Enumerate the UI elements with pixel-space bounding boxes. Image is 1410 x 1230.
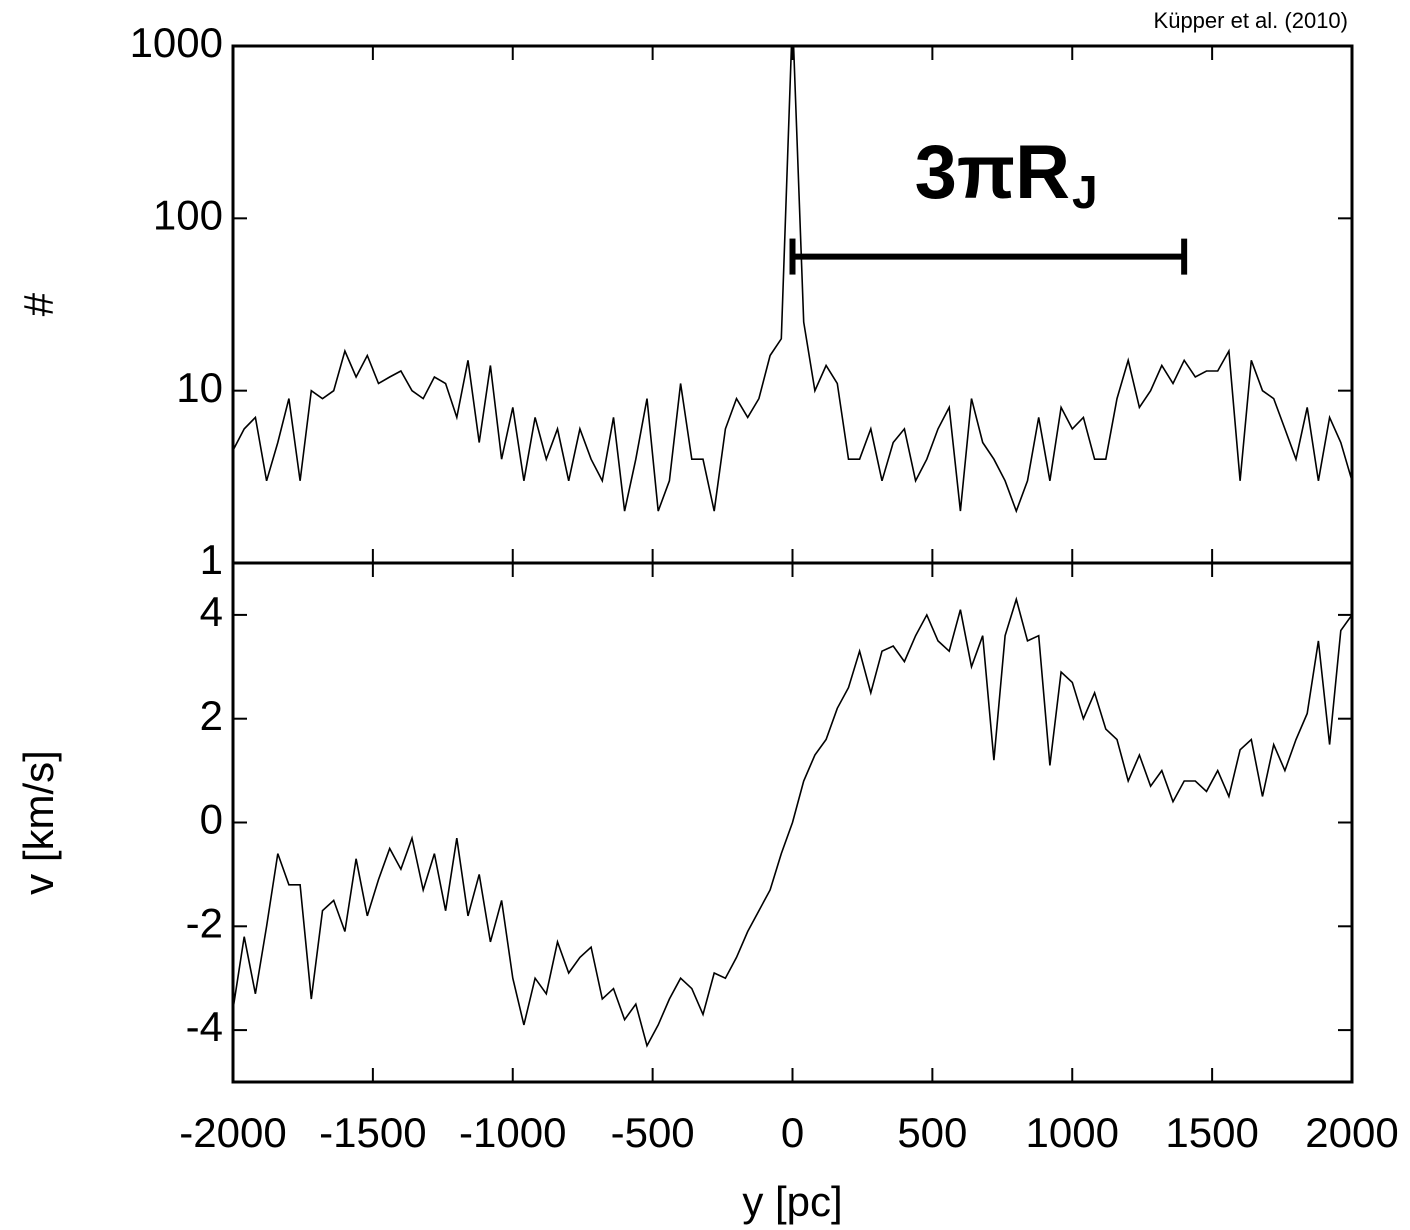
x-tick-label: -500 <box>611 1109 695 1156</box>
x-tick-label: -1500 <box>319 1109 426 1156</box>
y-axis-label: v [km/s] <box>15 750 62 895</box>
y-tick-label: 100 <box>153 191 223 238</box>
y-tick-label: -2 <box>186 899 223 946</box>
x-tick-label: 0 <box>781 1109 804 1156</box>
y-tick-label: -4 <box>186 1003 223 1050</box>
x-tick-label: 1500 <box>1165 1109 1258 1156</box>
y-tick-label: 10 <box>176 364 223 411</box>
y-tick-label: 0 <box>200 796 223 843</box>
credit: Küpper et al. (2010) <box>1154 8 1348 33</box>
x-tick-label: -1000 <box>459 1109 566 1156</box>
y-tick-label: 4 <box>200 588 223 635</box>
x-tick-label: 1000 <box>1026 1109 1119 1156</box>
annotation: 3πR <box>915 130 1070 215</box>
y-axis-label: # <box>15 292 62 316</box>
data-line <box>233 46 1352 514</box>
x-tick-label: 2000 <box>1305 1109 1398 1156</box>
y-tick-label: 1 <box>200 536 223 583</box>
y-tick-label: 1000 <box>130 19 223 66</box>
annotation-subscript: J <box>1072 166 1098 218</box>
x-axis-label: y [pc] <box>742 1178 842 1225</box>
x-tick-label: 500 <box>897 1109 967 1156</box>
x-tick-label: -2000 <box>179 1109 286 1156</box>
y-tick-label: 2 <box>200 692 223 739</box>
plot-frame <box>231 44 1354 565</box>
data-line <box>233 596 1352 1048</box>
